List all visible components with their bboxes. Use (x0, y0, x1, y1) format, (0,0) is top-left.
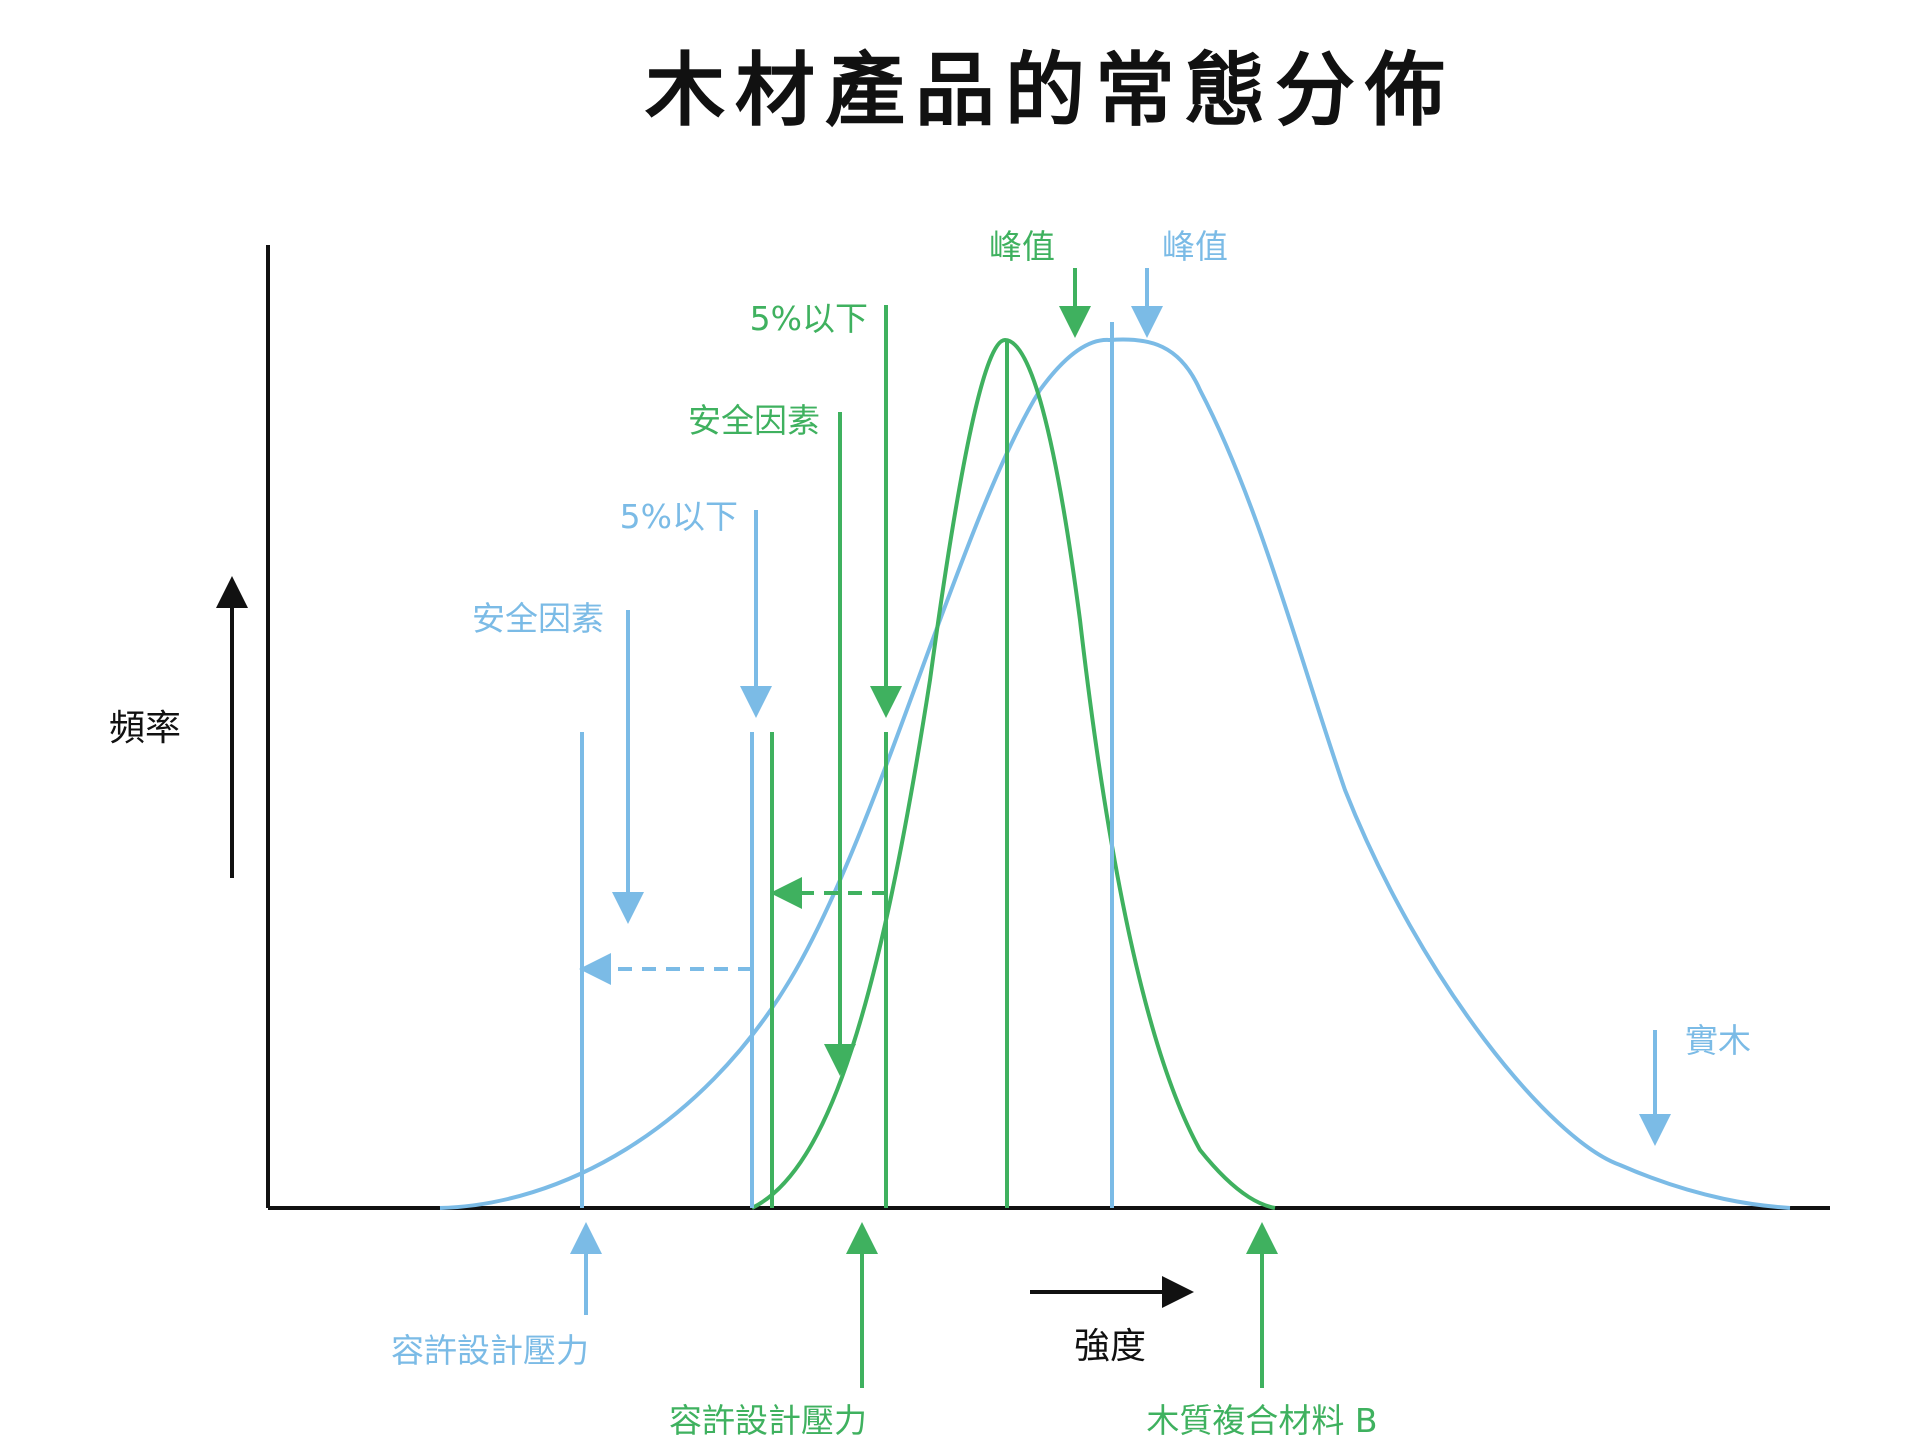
green-allowable-label: 容許設計壓力 (669, 1401, 867, 1440)
blue-safety-label: 安全因素 (472, 599, 604, 638)
blue-5pct-label: 5%以下 (620, 497, 738, 536)
blue-allowable-label: 容許設計壓力 (391, 1331, 589, 1370)
composite-label: 木質複合材料 B (1146, 1401, 1377, 1440)
x-axis-label: 強度 (1074, 1326, 1146, 1367)
green-5pct-label: 5%以下 (750, 299, 868, 338)
blue-peak-label: 峰值 (1162, 227, 1228, 266)
green-peak-label: 峰值 (989, 227, 1055, 266)
diagram-title: 木材產品的常態分佈 (645, 44, 1455, 137)
solid-wood-label: 實木 (1685, 1021, 1751, 1060)
green-safety-label: 安全因素 (688, 401, 820, 440)
composite-curve (751, 337, 1276, 1210)
y-axis-label: 頻率 (109, 708, 181, 749)
solid-wood-curve (439, 337, 1791, 1210)
